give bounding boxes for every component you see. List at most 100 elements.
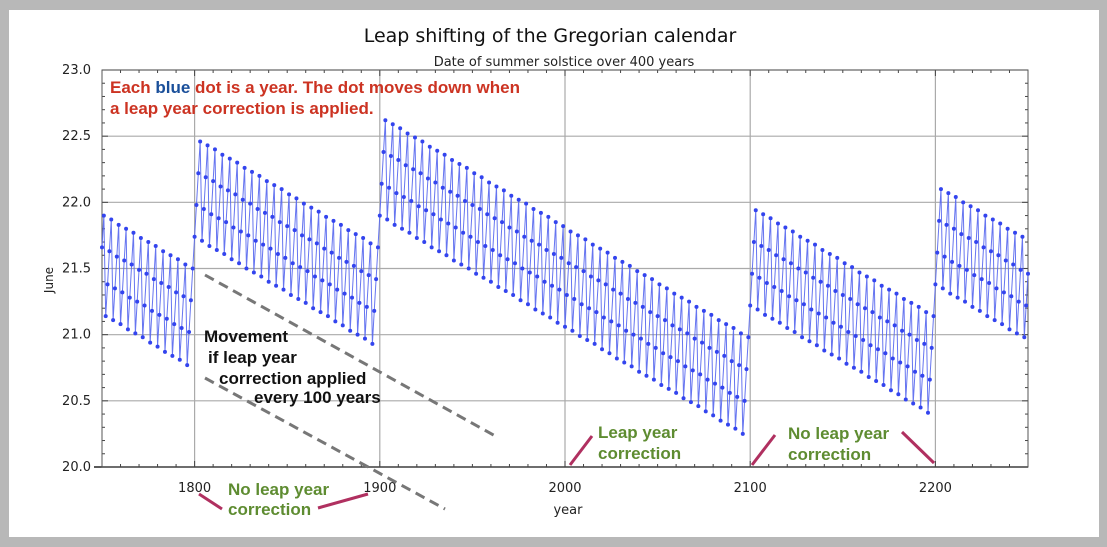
data-point — [401, 195, 406, 200]
data-point — [851, 365, 856, 370]
data-point — [105, 282, 110, 287]
data-point — [387, 185, 392, 190]
data-point — [435, 148, 440, 153]
data-point — [861, 337, 866, 342]
data-point — [898, 360, 903, 365]
data-point — [824, 315, 829, 320]
data-point — [255, 206, 260, 211]
data-point — [777, 320, 782, 325]
data-point — [218, 184, 223, 189]
data-point — [792, 330, 797, 335]
data-point — [700, 340, 705, 345]
data-point — [425, 176, 430, 181]
data-point — [796, 266, 801, 271]
data-point — [498, 253, 503, 258]
data-point — [114, 254, 119, 259]
data-point — [459, 262, 464, 267]
data-point — [735, 394, 740, 399]
data-point — [622, 360, 627, 365]
data-point — [992, 318, 997, 323]
data-point — [159, 281, 164, 286]
data-point — [535, 274, 540, 279]
data-point — [318, 310, 323, 315]
data-point — [770, 316, 775, 321]
data-point — [696, 404, 701, 409]
data-point — [881, 382, 886, 387]
data-point — [916, 304, 921, 309]
data-point — [738, 331, 743, 336]
data-point — [470, 202, 475, 207]
data-point — [559, 255, 564, 260]
data-point — [692, 336, 697, 341]
data-point — [327, 282, 332, 287]
data-point — [585, 337, 590, 342]
data-point — [329, 250, 334, 255]
data-point — [418, 171, 423, 176]
data-point — [564, 292, 569, 297]
x-tick-label: 1900 — [363, 481, 396, 496]
data-point — [362, 336, 367, 341]
data-point — [625, 296, 630, 301]
data-point — [661, 351, 666, 356]
data-point — [981, 245, 986, 250]
data-point — [705, 377, 710, 382]
data-point — [522, 234, 527, 239]
data-point — [279, 187, 284, 192]
data-point — [822, 348, 827, 353]
annotation-no-leap-2-line2: correction — [788, 445, 871, 464]
data-point — [1022, 335, 1027, 340]
data-point — [666, 386, 671, 391]
data-point — [846, 330, 851, 335]
data-point — [379, 181, 384, 186]
connector-1800 — [198, 492, 223, 511]
data-point — [859, 369, 864, 374]
chart-subtitle: Date of summer solstice over 400 years — [434, 55, 695, 70]
data-point — [520, 266, 525, 271]
data-point — [720, 385, 725, 390]
data-point — [937, 218, 942, 223]
data-point — [877, 315, 882, 320]
data-point — [157, 312, 162, 317]
data-point — [701, 308, 706, 313]
data-point — [124, 226, 129, 231]
data-point — [472, 171, 477, 176]
data-point — [724, 322, 729, 327]
data-point — [338, 222, 343, 227]
data-point — [240, 197, 245, 202]
data-point — [479, 175, 484, 180]
annotation-no-leap-1-line2: correction — [228, 500, 311, 519]
data-point — [370, 341, 375, 346]
data-point — [474, 271, 479, 276]
data-point — [516, 197, 521, 202]
data-point — [503, 289, 508, 293]
data-point — [259, 274, 264, 279]
data-point — [109, 217, 114, 222]
data-point — [377, 213, 382, 218]
data-point — [540, 311, 545, 316]
grid — [102, 69, 1028, 468]
data-point — [242, 165, 247, 170]
data-point — [803, 270, 808, 275]
data-point — [237, 261, 242, 266]
data-point — [903, 397, 908, 402]
data-point — [935, 250, 940, 255]
data-point — [668, 355, 673, 360]
data-point — [1009, 294, 1014, 299]
annotation-leap-line2: correction — [598, 444, 681, 463]
data-point — [183, 262, 188, 267]
data-point — [268, 246, 273, 251]
data-point — [287, 192, 292, 197]
data-point — [775, 221, 780, 226]
data-point — [583, 237, 588, 242]
data-point — [420, 139, 425, 144]
data-point — [670, 323, 675, 328]
data-point — [613, 255, 617, 260]
data-point — [663, 318, 668, 323]
data-point — [648, 310, 653, 315]
data-point — [100, 245, 104, 250]
data-point — [468, 234, 473, 239]
intro-blue-word: blue — [155, 78, 190, 97]
data-point — [655, 314, 660, 319]
data-point — [624, 328, 629, 333]
data-point — [763, 312, 768, 317]
